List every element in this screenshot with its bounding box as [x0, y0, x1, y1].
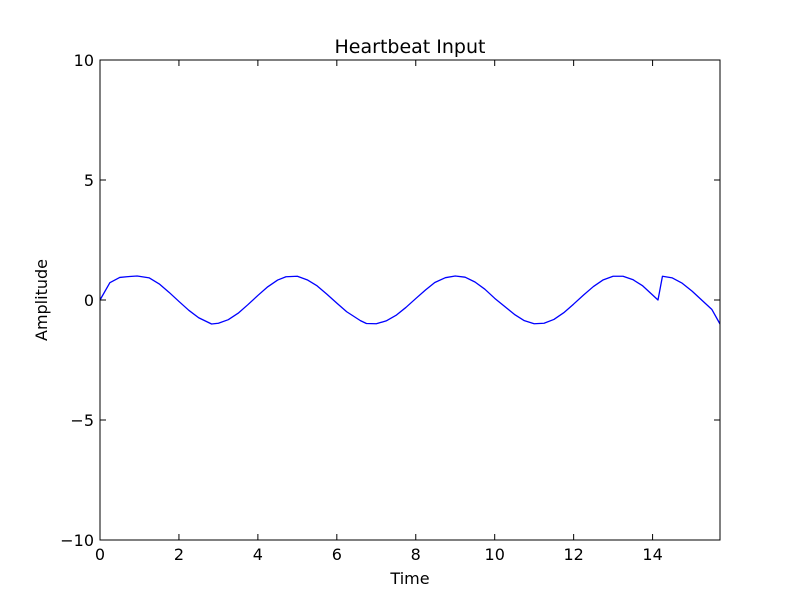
- y-axis-label: Amplitude: [32, 259, 51, 341]
- x-axis-label: Time: [389, 569, 429, 588]
- y-tick-label: 5: [84, 171, 94, 190]
- x-tick-label: 4: [253, 545, 263, 564]
- chart-title: Heartbeat Input: [335, 36, 486, 58]
- series-line-0: [99, 275, 721, 325]
- x-tick-label: 6: [332, 545, 342, 564]
- x-tick-label: 12: [563, 545, 583, 564]
- x-tick-label: 8: [411, 545, 421, 564]
- y-tick-label: −10: [60, 531, 94, 550]
- x-tick-label: 0: [95, 545, 105, 564]
- y-tick-label: 10: [74, 51, 94, 70]
- x-tick-label: 14: [642, 545, 662, 564]
- y-tick-label: −5: [70, 411, 94, 430]
- plot-area: 0 2 4 6 8 10 12 14 −10 −5 0 5 10: [60, 51, 721, 564]
- y-tick-label: 0: [84, 291, 94, 310]
- x-tick-label: 2: [174, 545, 184, 564]
- x-tick-label: 10: [485, 545, 505, 564]
